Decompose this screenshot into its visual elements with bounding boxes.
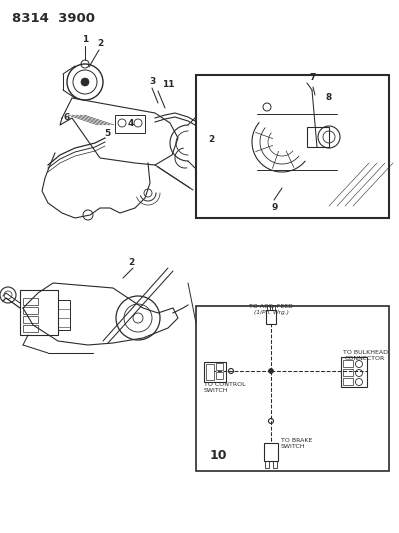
Text: 8: 8 [325, 93, 331, 102]
Bar [341, 357, 367, 387]
Text: SWITCH: SWITCH [204, 388, 229, 393]
Bar [23, 307, 38, 314]
Bar [23, 316, 38, 323]
Bar [206, 364, 214, 380]
Text: (1/Pn. Wrg.): (1/Pn. Wrg.) [253, 310, 288, 315]
Bar [264, 443, 278, 461]
Bar [267, 305, 270, 310]
Bar [272, 305, 275, 310]
Text: 2: 2 [128, 258, 134, 267]
Bar [307, 127, 329, 147]
Bar [273, 461, 277, 468]
Text: 6: 6 [64, 113, 70, 122]
Circle shape [269, 368, 273, 374]
Text: TO BRAKE: TO BRAKE [281, 438, 312, 443]
Bar [343, 369, 353, 376]
Bar [343, 360, 353, 367]
Text: 9: 9 [272, 203, 279, 212]
Text: 5: 5 [104, 129, 110, 138]
Text: 11: 11 [162, 80, 174, 89]
Bar [216, 372, 223, 379]
Text: TO ACC. FEED: TO ACC. FEED [249, 304, 293, 309]
Text: 7: 7 [309, 73, 315, 82]
Circle shape [81, 78, 89, 86]
Text: SWITCH: SWITCH [281, 444, 306, 449]
Bar [216, 363, 223, 370]
Text: 2: 2 [97, 39, 103, 48]
Bar [265, 461, 269, 468]
Bar [115, 115, 145, 133]
Bar [343, 378, 353, 385]
Bar [58, 300, 70, 330]
Bar [23, 298, 38, 305]
Text: 8314  3900: 8314 3900 [12, 12, 95, 25]
Bar [196, 75, 389, 218]
Text: TO BULKHEAD: TO BULKHEAD [343, 350, 388, 355]
Text: TO CONTROL: TO CONTROL [204, 382, 246, 387]
Text: 10: 10 [209, 449, 227, 462]
Bar [266, 310, 276, 324]
Bar [204, 362, 226, 382]
Bar [20, 290, 58, 335]
Text: 1: 1 [82, 35, 88, 44]
Text: 4: 4 [128, 119, 134, 128]
Text: 3: 3 [149, 77, 155, 86]
Bar [23, 325, 38, 332]
Bar [196, 306, 389, 471]
Text: CONNECTOR: CONNECTOR [345, 356, 385, 361]
Text: 2: 2 [208, 135, 214, 144]
